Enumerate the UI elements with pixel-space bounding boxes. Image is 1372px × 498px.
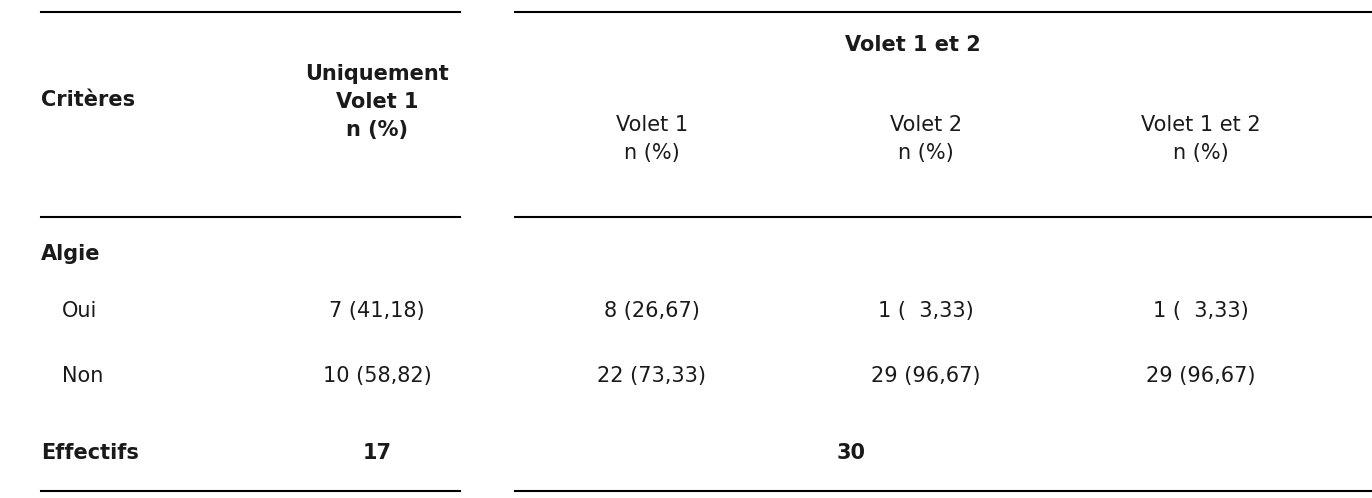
Text: 30: 30 bbox=[836, 443, 866, 463]
Text: Algie: Algie bbox=[41, 244, 100, 264]
Text: 10 (58,82): 10 (58,82) bbox=[322, 366, 432, 386]
Text: 29 (96,67): 29 (96,67) bbox=[1146, 366, 1255, 386]
Text: Effectifs: Effectifs bbox=[41, 443, 139, 463]
Text: 22 (73,33): 22 (73,33) bbox=[597, 366, 707, 386]
Text: Uniquement
Volet 1
n (%): Uniquement Volet 1 n (%) bbox=[306, 64, 449, 140]
Text: 1 (  3,33): 1 ( 3,33) bbox=[1152, 301, 1249, 321]
Text: 7 (41,18): 7 (41,18) bbox=[329, 301, 425, 321]
Text: Critères: Critères bbox=[41, 90, 136, 110]
Text: 17: 17 bbox=[362, 443, 392, 463]
Text: 1 (  3,33): 1 ( 3,33) bbox=[878, 301, 974, 321]
Text: Volet 1 et 2
n (%): Volet 1 et 2 n (%) bbox=[1140, 116, 1261, 163]
Text: Oui: Oui bbox=[62, 301, 97, 321]
Text: Volet 2
n (%): Volet 2 n (%) bbox=[890, 116, 962, 163]
Text: Volet 1 et 2: Volet 1 et 2 bbox=[845, 35, 980, 55]
Text: 8 (26,67): 8 (26,67) bbox=[604, 301, 700, 321]
Text: 29 (96,67): 29 (96,67) bbox=[871, 366, 981, 386]
Text: Volet 1
n (%): Volet 1 n (%) bbox=[616, 116, 687, 163]
Text: Non: Non bbox=[62, 366, 103, 386]
